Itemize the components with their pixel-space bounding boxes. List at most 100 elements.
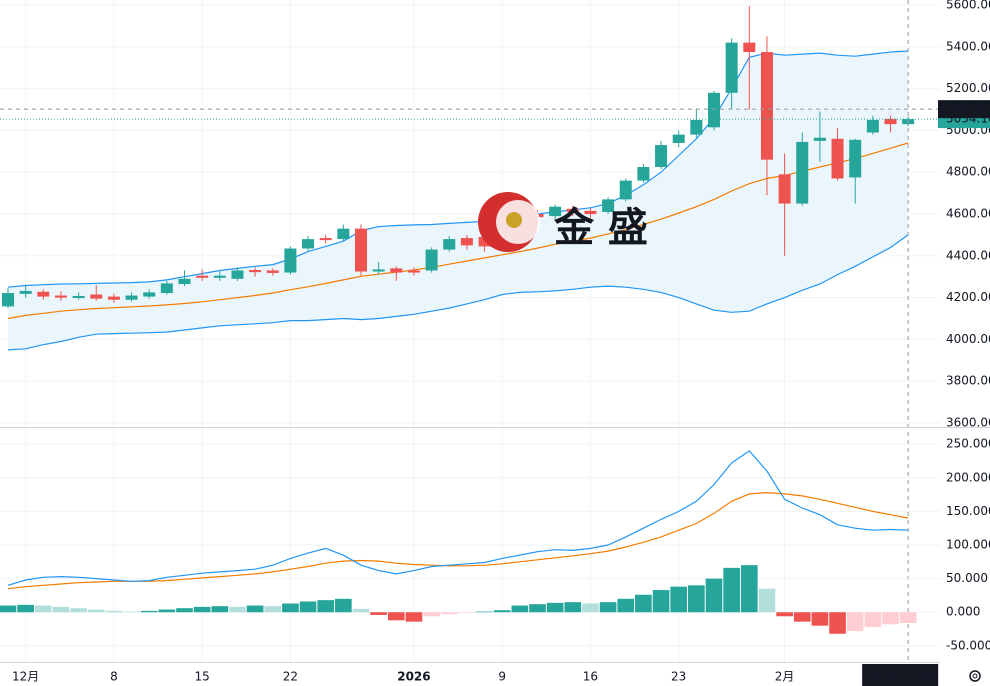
crosshair-date-box	[862, 664, 939, 686]
y-tick-label: 200.000	[946, 470, 990, 484]
y-tick-label: -50.000	[946, 638, 990, 652]
y-tick-label: 100.000	[946, 538, 990, 552]
candle-body	[866, 119, 879, 133]
x-tick-label: 23	[671, 670, 686, 684]
histogram-bar	[405, 612, 423, 622]
histogram-bar	[511, 605, 529, 613]
histogram-bar	[229, 606, 246, 613]
gear[interactable]	[969, 670, 981, 682]
crosshair-price-label: 5101.80	[948, 102, 990, 116]
settings-icon[interactable]	[969, 670, 981, 682]
histogram-bar	[723, 567, 740, 613]
histogram-bar	[52, 606, 70, 613]
histogram-bar	[476, 611, 493, 613]
histogram-bar	[176, 608, 193, 613]
candle-body	[196, 275, 209, 278]
histogram-bar	[529, 604, 546, 613]
candle-body	[178, 278, 191, 285]
candle-body	[778, 174, 791, 204]
histogram-bar	[652, 590, 670, 613]
macd-line	[7, 491, 909, 590]
histogram-bar	[123, 611, 140, 613]
candle-body	[549, 206, 562, 217]
y-tick-label: 4200.00	[946, 290, 990, 304]
x-tick-label: 2026	[397, 670, 430, 684]
histogram-bar	[635, 594, 652, 613]
y-tick-label: 250.000	[946, 437, 990, 451]
y-tick-label: 4000.00	[946, 332, 990, 346]
x-tick-label: 15	[195, 670, 210, 684]
histogram-bar	[34, 605, 52, 613]
macd-line	[7, 450, 909, 586]
y-tick-label: 150.000	[946, 504, 990, 518]
histogram-bar	[864, 612, 882, 628]
candle-body	[425, 249, 438, 271]
candle-body	[2, 293, 14, 307]
histogram-bar	[87, 609, 105, 613]
x-tick-label: 8	[110, 670, 118, 684]
gear-hub[interactable]	[972, 673, 978, 679]
candle-body	[407, 270, 420, 273]
histogram-bar	[705, 578, 723, 613]
candle-body	[107, 296, 120, 300]
x-tick-label: 2026-02-11	[862, 670, 939, 684]
y-tick-label: 4400.00	[946, 248, 990, 262]
histogram-bar	[776, 612, 793, 617]
histogram-bar	[158, 609, 176, 613]
candle-body	[125, 295, 138, 300]
histogram-bar	[899, 612, 917, 623]
band-line	[7, 142, 909, 320]
histogram-bar	[829, 612, 846, 634]
histogram-bar	[335, 598, 352, 613]
histogram-bar	[599, 602, 617, 613]
candle-body	[655, 145, 668, 167]
histogram-bar	[387, 612, 405, 621]
candle-body	[743, 42, 756, 53]
candle-body	[266, 270, 279, 273]
y-tick-label: 3800.00	[946, 374, 990, 388]
candle-body	[566, 208, 579, 212]
candle-body	[72, 295, 85, 299]
candle-body	[884, 118, 897, 125]
y-tick-label: 4800.00	[946, 165, 990, 179]
histogram-bar	[211, 606, 229, 613]
histogram-bar	[493, 610, 511, 613]
histogram-bar	[670, 586, 688, 613]
candle-body	[390, 268, 403, 273]
histogram-bar	[882, 612, 899, 625]
x-tick-label: 9	[498, 670, 506, 684]
histogram-bar	[105, 610, 123, 613]
histogram-bar	[193, 606, 211, 613]
histogram-bar	[846, 612, 864, 632]
candle-body	[637, 166, 650, 181]
candle-body	[443, 239, 456, 250]
candle-body	[796, 141, 809, 204]
histogram-bar	[264, 606, 282, 613]
histogram-bar	[811, 612, 829, 626]
histogram-bar	[440, 612, 458, 615]
candle-body	[602, 199, 615, 212]
histogram-bar	[246, 605, 264, 613]
candle-body	[54, 295, 67, 298]
histogram-bar	[317, 600, 335, 613]
histogram-bar	[423, 612, 440, 617]
candle-body	[249, 270, 262, 273]
candle-body	[831, 138, 844, 179]
histogram-bar	[740, 565, 758, 613]
histogram-bar	[352, 608, 370, 613]
x-tick-label: 16	[583, 670, 598, 684]
candle-body	[619, 180, 632, 200]
candle-body	[337, 228, 350, 240]
candle-body	[213, 275, 226, 278]
candle-body	[372, 269, 385, 272]
candle-body	[584, 210, 597, 215]
watermark: 金 盛	[553, 205, 648, 251]
histogram-bar	[282, 603, 299, 613]
histogram-bar	[458, 612, 476, 613]
x-tick-label: 12月	[12, 670, 39, 684]
candle-body	[813, 137, 826, 141]
histogram-bar	[617, 598, 635, 613]
histogram-bar	[582, 603, 599, 613]
y-tick-label: 5200.00	[946, 81, 990, 95]
